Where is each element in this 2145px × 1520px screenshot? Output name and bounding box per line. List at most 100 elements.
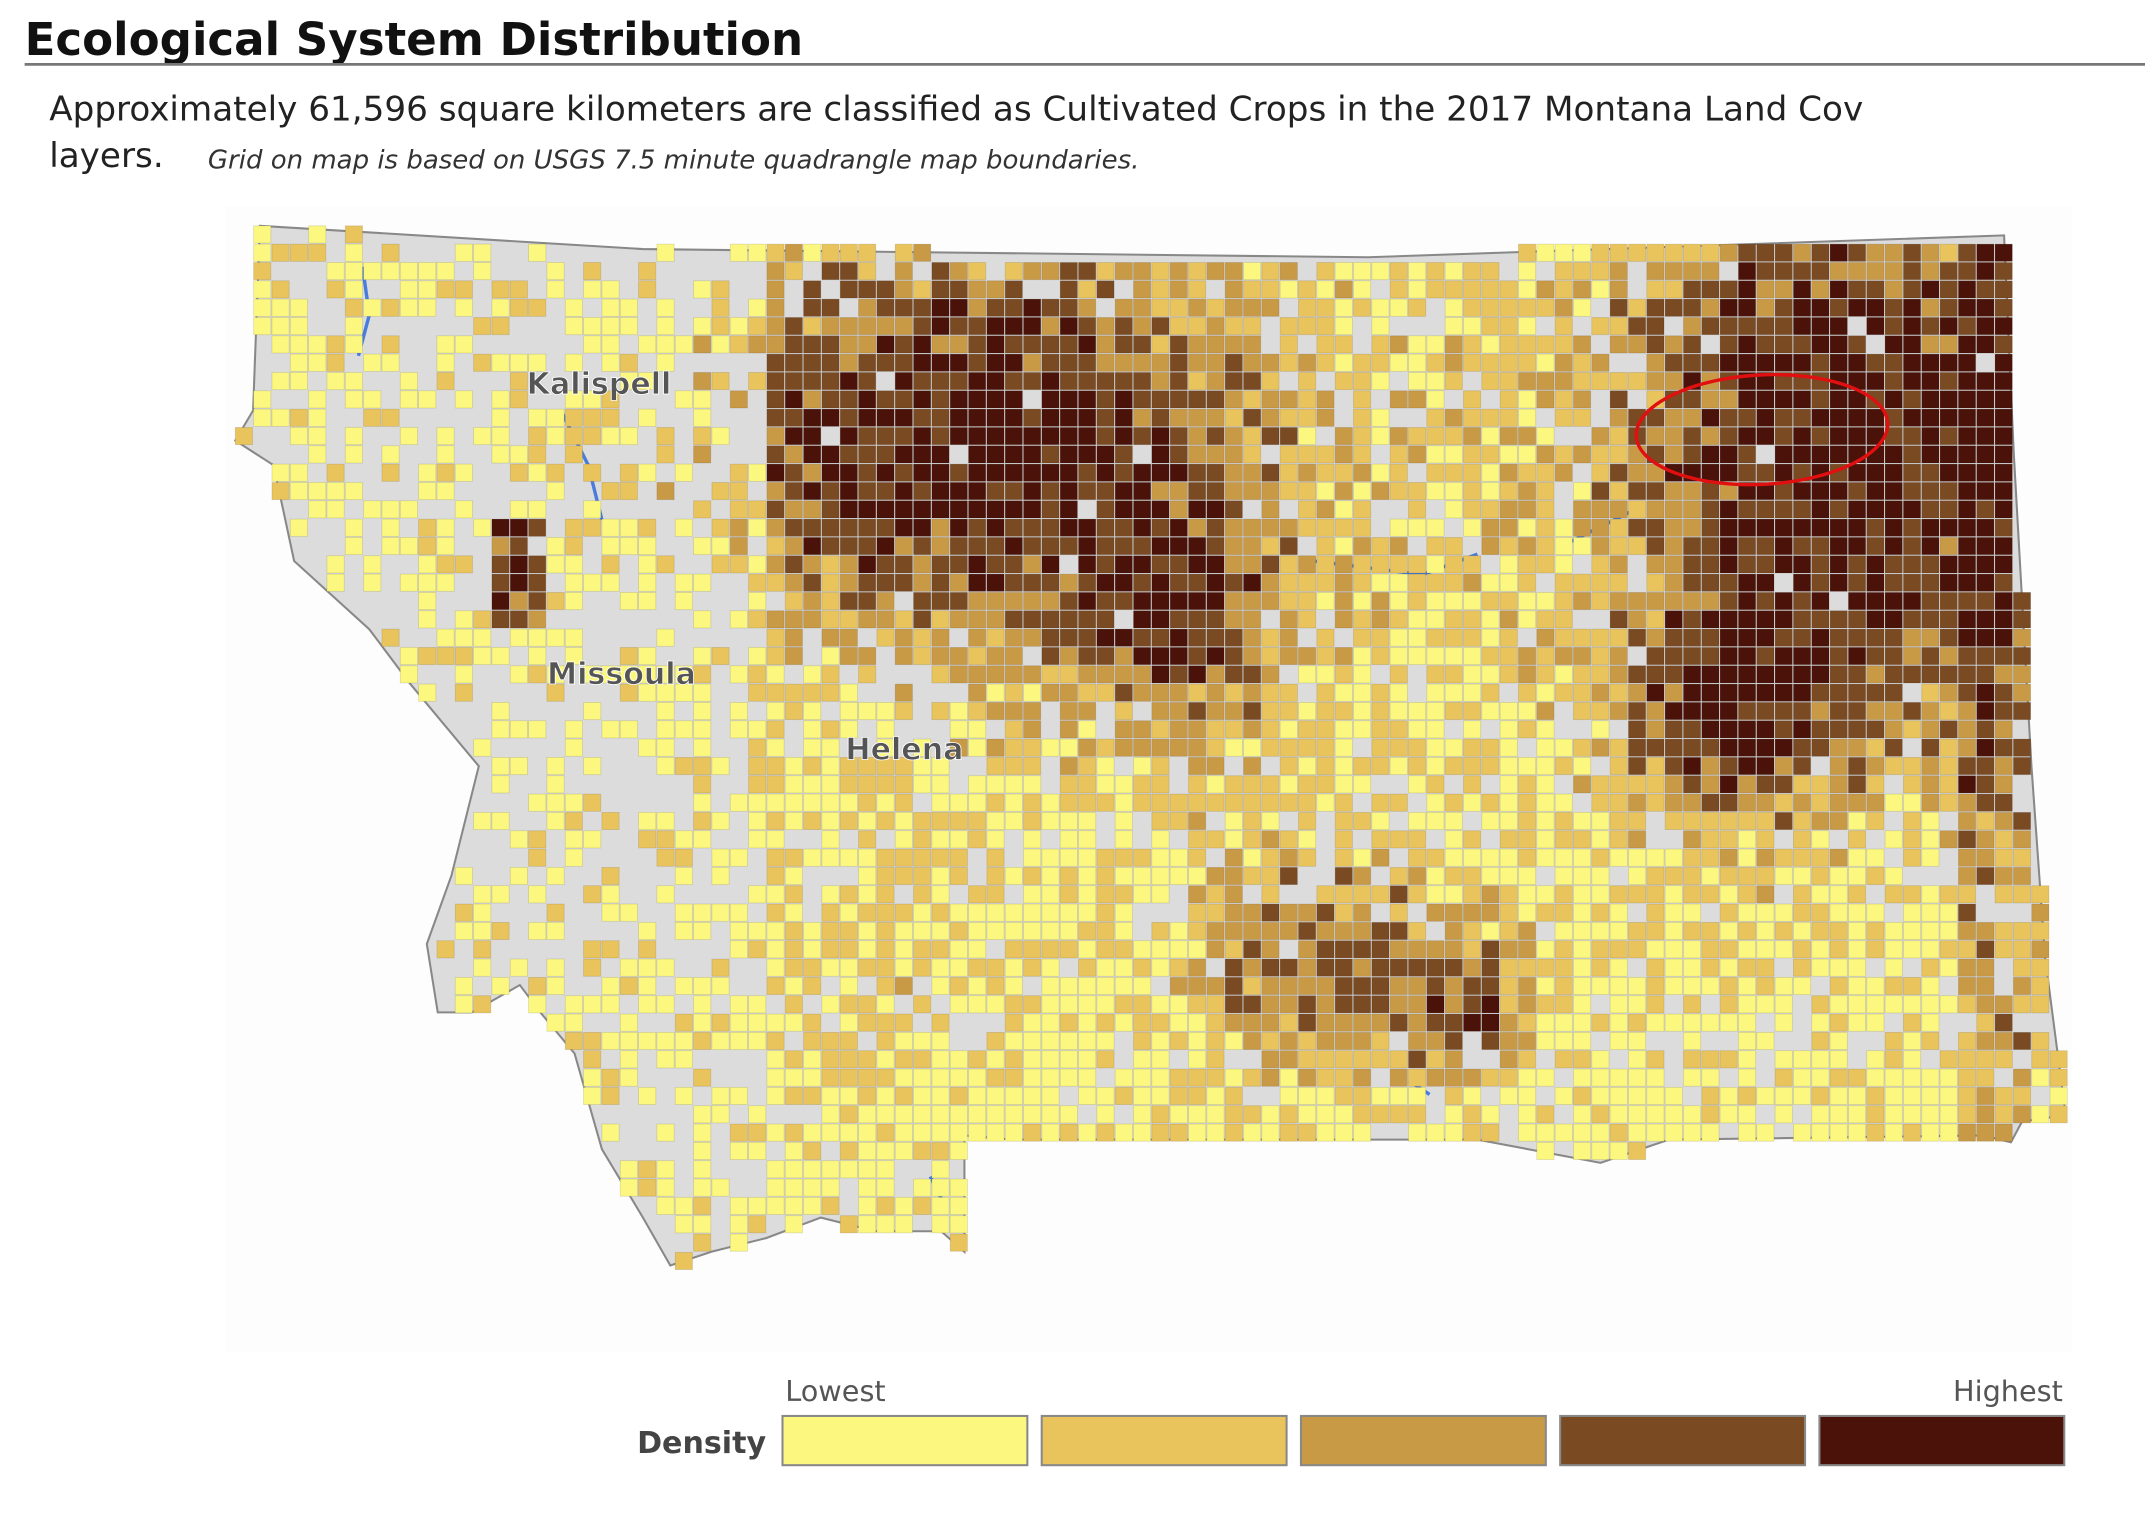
grid-cell — [1004, 390, 1023, 409]
grid-cell — [858, 555, 877, 574]
grid-cell — [1921, 1086, 1940, 1106]
grid-cell — [2012, 738, 2032, 757]
grid-cell — [1444, 921, 1463, 941]
grid-cell — [1866, 811, 1885, 831]
grid-cell — [784, 811, 803, 831]
grid-cell — [1261, 958, 1280, 977]
grid-cell — [784, 592, 803, 611]
grid-cell — [326, 500, 345, 519]
grid-cell — [1206, 866, 1225, 886]
grid-cell — [1499, 1013, 1518, 1032]
grid-cell — [1683, 280, 1702, 299]
grid-cell — [931, 903, 950, 922]
grid-cell — [1353, 537, 1372, 556]
grid-cell — [1701, 500, 1720, 519]
grid-cell — [1957, 445, 1977, 464]
grid-cell — [1169, 280, 1188, 299]
grid-cell — [528, 665, 547, 684]
grid-cell — [1939, 775, 1958, 794]
grid-cell — [1169, 1105, 1188, 1124]
grid-cell — [1591, 1086, 1610, 1106]
grid-cell — [381, 628, 400, 647]
grid-cell — [674, 720, 693, 739]
grid-cell — [1059, 830, 1078, 849]
grid-cell — [1169, 390, 1188, 409]
grid-cell — [1334, 335, 1353, 354]
grid-cell — [1444, 317, 1463, 336]
grid-cell — [253, 225, 272, 244]
grid-cell — [1261, 592, 1280, 611]
grid-cell — [1353, 628, 1372, 647]
grid-cell — [1591, 866, 1610, 886]
grid-cell — [711, 298, 730, 317]
grid-cell — [913, 243, 932, 262]
grid-cell — [784, 885, 803, 904]
grid-cell — [1041, 463, 1060, 482]
grid-cell — [1683, 390, 1702, 409]
grid-cell — [1224, 738, 1243, 757]
grid-cell — [1811, 1013, 1830, 1032]
grid-cell — [656, 1123, 675, 1142]
grid-cell — [1976, 793, 1995, 812]
grid-cell — [1793, 500, 1812, 519]
grid-cell — [1738, 1013, 1757, 1032]
grid-cell — [1499, 866, 1518, 886]
grid-cell — [894, 1013, 913, 1032]
grid-cell — [583, 500, 602, 519]
grid-cell — [1976, 573, 1995, 592]
grid-cell — [674, 665, 693, 684]
grid-cell — [1939, 408, 1958, 427]
grid-cell — [1903, 537, 1922, 556]
grid-cell — [1298, 921, 1317, 941]
grid-cell — [968, 353, 987, 372]
grid-cell — [1554, 1050, 1573, 1069]
grid-cell — [1298, 940, 1317, 959]
grid-cell — [784, 866, 803, 886]
grid-cell — [1298, 793, 1317, 812]
grid-cell — [1903, 848, 1922, 867]
grid-cell — [399, 427, 418, 446]
grid-cell — [1499, 500, 1518, 519]
grid-cell — [839, 995, 858, 1014]
grid-cell — [1389, 756, 1408, 776]
grid-cell — [1536, 720, 1555, 739]
grid-cell — [1114, 701, 1133, 721]
grid-cell — [1591, 1141, 1610, 1160]
grid-cell — [2012, 830, 2032, 849]
grid-cell — [784, 940, 803, 959]
grid-cell — [1151, 848, 1170, 867]
grid-cell — [1738, 262, 1757, 281]
grid-cell — [1279, 610, 1298, 629]
grid-cell — [1206, 720, 1225, 739]
grid-cell — [454, 243, 473, 262]
grid-cell — [1573, 775, 1592, 794]
grid-cell — [784, 518, 803, 537]
grid-cell — [913, 1031, 932, 1051]
grid-cell — [1444, 958, 1463, 977]
grid-cell — [1096, 1013, 1115, 1032]
grid-cell — [1463, 555, 1482, 574]
grid-cell — [1573, 683, 1592, 702]
grid-cell — [1646, 940, 1665, 959]
grid-cell — [766, 427, 785, 446]
grid-cell — [1096, 738, 1115, 757]
grid-cell — [968, 610, 987, 629]
grid-cell — [839, 756, 858, 776]
grid-cell — [1188, 756, 1207, 776]
grid-cell — [1591, 482, 1610, 501]
grid-cell — [1976, 665, 1995, 684]
grid-cell — [436, 518, 455, 537]
grid-cell — [784, 995, 803, 1014]
grid-cell — [931, 940, 950, 959]
grid-cell — [1573, 830, 1592, 849]
grid-cell — [638, 555, 657, 574]
grid-cell — [1848, 1086, 1867, 1106]
grid-cell — [1609, 683, 1628, 702]
grid-cell — [1133, 390, 1152, 409]
grid-cell — [931, 1160, 950, 1179]
grid-cell — [1224, 940, 1243, 959]
grid-cell — [1518, 555, 1537, 574]
grid-cell — [1151, 500, 1170, 519]
grid-cell — [986, 1105, 1005, 1124]
grid-cell — [1353, 482, 1372, 501]
